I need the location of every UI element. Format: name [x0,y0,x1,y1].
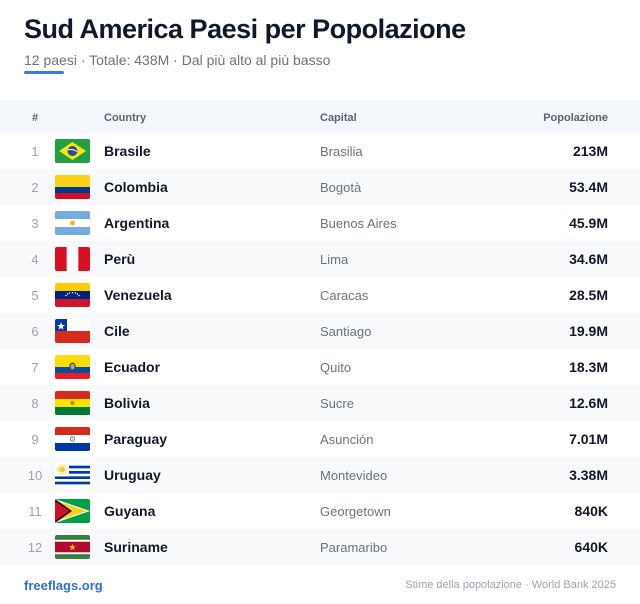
row-population: 3.38M [569,467,608,483]
row-capital: Caracas [320,288,369,303]
row-country: Ecuador [104,359,161,375]
table-header: # Country Capital Popolazione [0,100,640,133]
peru-flag-icon [55,247,90,271]
population-table: # Country Capital Popolazione 1 Brasile Br… [0,100,640,565]
footer: freeflags.org Stime della popolazione · … [24,578,616,594]
row-rank: 5 [31,288,39,303]
row-population: 19.9M [569,323,608,339]
row-country: Brasile [104,143,151,159]
row-rank: 9 [31,432,39,447]
row-country: Argentina [104,215,170,231]
row-country: Bolivia [104,395,150,411]
row-capital: Asunción [320,432,374,447]
page-title: Sud America Paesi per Popolazione [24,14,466,44]
uruguay-flag-icon [55,463,90,487]
row-population: 12.6M [569,395,608,411]
row-rank: 12 [27,540,43,555]
table-row: 12 Suriname Paramaribo 640K [0,529,640,565]
row-capital: Bogotà [320,180,362,195]
row-population: 34.6M [569,251,608,267]
table-row: 1 Brasile Brasilia 213M [0,133,640,169]
colombia-flag-icon [55,175,90,199]
row-population: 18.3M [569,359,608,375]
row-country: Perù [104,251,136,267]
page-subtitle: 12 paesi · Totale: 438M · Dal più alto a… [24,52,331,68]
bolivia-flag-icon [55,391,90,415]
brazil-flag-icon [55,139,90,163]
row-rank: 11 [28,504,42,519]
chile-flag-icon [55,319,90,343]
row-rank: 4 [31,252,39,267]
row-capital: Santiago [320,324,372,339]
row-rank: 10 [27,468,43,483]
row-population: 28.5M [569,287,608,303]
row-rank: 2 [31,180,39,195]
table-row: 3 Argentina Buenos Aires 45.9M [0,205,640,241]
row-population: 640K [574,539,608,555]
row-capital: Brasilia [320,144,363,159]
row-rank: 7 [31,360,39,375]
row-population: 213M [572,143,608,159]
row-country: Guyana [104,503,156,519]
source-note: Stime della popolazione · World Bank 202… [405,579,616,591]
row-country: Venezuela [104,287,172,303]
column-header-country: Country [104,112,147,124]
suriname-flag-icon [55,535,90,559]
title-accent-bar [24,71,64,74]
row-capital: Georgetown [320,504,391,519]
row-capital: Lima [320,252,349,267]
table-body: 1 Brasile Brasilia 213M 2 Colombia Bogotà 53.4M… [0,133,640,565]
table-row: 9 Paraguay Asunción 7.01M [0,421,640,457]
row-population: 840K [574,503,608,519]
table-row: 2 Colombia Bogotà 53.4M [0,169,640,205]
row-country: Suriname [104,539,168,555]
paraguay-flag-icon [55,427,90,451]
row-rank: 6 [31,324,39,339]
site-link[interactable]: freeflags.org [24,578,103,593]
row-country: Paraguay [104,431,168,447]
argentina-flag-icon [55,211,90,235]
table-row: 7 Ecuador Quito 18.3M [0,349,640,385]
table-row: 5 Venezuela Caracas 28.5M [0,277,640,313]
column-header-population: Popolazione [543,112,608,124]
row-country: Colombia [104,179,168,195]
row-capital: Paramaribo [320,540,388,555]
table-row: 11 Guyana Georgetown 840K [0,493,640,529]
row-rank: 1 [31,144,39,159]
row-population: 45.9M [569,215,608,231]
guyana-flag-icon [55,499,90,523]
row-population: 53.4M [569,179,608,195]
column-header-capital: Capital [320,112,357,124]
table-row: 10 Uruguay Montevideo 3.38M [0,457,640,493]
row-country: Uruguay [104,467,161,483]
table-row: 4 Perù Lima 34.6M [0,241,640,277]
page-header: Sud America Paesi per Popolazione 12 pae… [24,12,624,69]
row-capital: Quito [320,360,352,375]
table-row: 8 Bolivia Sucre 12.6M [0,385,640,421]
row-capital: Buenos Aires [320,216,397,231]
venezuela-flag-icon [55,283,90,307]
row-rank: 3 [31,216,39,231]
table-row: 6 Cile Santiago 19.9M [0,313,640,349]
column-header-rank: # [31,112,39,124]
row-capital: Sucre [320,396,354,411]
row-population: 7.01M [569,431,608,447]
ecuador-flag-icon [55,355,90,379]
row-rank: 8 [31,396,39,411]
row-country: Cile [104,323,130,339]
row-capital: Montevideo [320,468,388,483]
